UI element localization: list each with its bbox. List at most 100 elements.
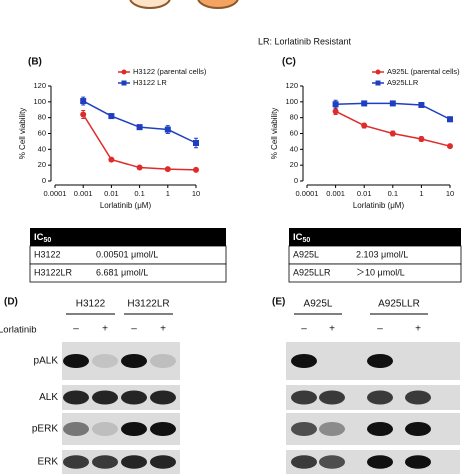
y-tick-label: 60 (290, 128, 298, 137)
band (63, 390, 89, 405)
sign: – (377, 324, 383, 335)
band (291, 390, 317, 405)
table-cell: 2.103 μmol/L (356, 249, 408, 259)
table-row (29, 263, 227, 283)
band (92, 354, 118, 368)
y-tick-label: 0 (42, 176, 46, 185)
panel-label: (E) (272, 297, 285, 308)
top-note: LR: Lorlatinib Resistant (258, 36, 352, 46)
table-header-text: IC50 (34, 232, 51, 244)
header-sub: 50 (303, 237, 311, 244)
band (405, 422, 431, 436)
sign: – (131, 324, 137, 335)
y-tick-label: 40 (290, 144, 298, 153)
band (319, 422, 345, 436)
band (367, 390, 393, 405)
marker (389, 130, 396, 137)
table-cell: H3122LR (34, 267, 73, 277)
y-tick-label: 120 (285, 81, 298, 90)
band (63, 455, 89, 469)
band (150, 354, 176, 368)
sign: + (329, 324, 335, 335)
legend-label: A925L (parental cells) (387, 67, 460, 76)
y-axis-label: % Cell viability (270, 108, 279, 160)
table-row (288, 263, 462, 283)
x-axis-label: Lorlatinib (μM) (353, 201, 405, 210)
sign: + (160, 324, 166, 335)
row-label: pERK (32, 424, 58, 435)
table-cell: 0.00501 μmol/L (96, 249, 158, 259)
x-tick-label: 10 (192, 189, 200, 198)
band (367, 354, 393, 368)
band (92, 455, 118, 469)
legend-label: H3122 LR (133, 78, 167, 87)
marker (447, 116, 453, 123)
band (319, 455, 345, 469)
band (150, 422, 176, 436)
series-line (82, 100, 197, 144)
band (367, 455, 393, 469)
band (319, 390, 345, 405)
group-label: H3122LR (127, 299, 169, 310)
marker (164, 166, 171, 173)
dish-icon (197, 0, 239, 9)
x-tick-label: 0.1 (388, 189, 398, 198)
y-tick-label: 80 (290, 113, 298, 122)
x-tick-label: 10 (446, 189, 454, 198)
legend-marker (375, 69, 381, 75)
table-header (289, 228, 461, 246)
band (63, 354, 89, 368)
table-cell: ＞10 μmol/L (356, 267, 405, 277)
y-tick-label: 120 (33, 81, 46, 90)
header-main: IC (293, 232, 303, 243)
y-tick-label: 100 (285, 97, 298, 106)
series-line (335, 110, 451, 147)
marker (389, 100, 396, 107)
y-tick-label: 40 (38, 144, 46, 153)
panel-label: (C) (282, 57, 296, 68)
marker (108, 156, 115, 163)
x-tick-label: 0.1 (134, 189, 144, 198)
header-main: IC (34, 232, 44, 243)
group-label: H3122 (76, 299, 106, 310)
band (291, 455, 317, 469)
y-tick-label: 20 (38, 160, 46, 169)
header-sub: 50 (44, 237, 52, 244)
marker (108, 113, 115, 120)
y-tick-label: 100 (33, 97, 46, 106)
x-tick-label: 1 (419, 189, 423, 198)
band (121, 422, 147, 436)
band (121, 455, 147, 469)
legend-marker (375, 80, 381, 86)
band (92, 422, 118, 436)
marker (418, 136, 425, 143)
panel-label: (D) (4, 297, 18, 308)
marker (164, 126, 171, 133)
row-label: ERK (37, 457, 58, 468)
x-tick-label: 0.001 (74, 189, 93, 198)
band (405, 390, 431, 405)
legend-marker (121, 80, 127, 86)
band (121, 390, 147, 405)
x-tick-label: 0.0001 (296, 189, 319, 198)
row-label: ALK (39, 392, 58, 403)
legend-label: H3122 (parental cells) (133, 67, 207, 76)
marker (136, 164, 143, 171)
panel-label: (B) (28, 57, 42, 68)
band (150, 455, 176, 469)
marker (447, 143, 453, 150)
table-cell: 6.681 μmol/L (96, 267, 148, 277)
marker (193, 166, 199, 173)
group-label: A925LLR (378, 299, 420, 310)
legend-label: A925LLR (387, 78, 419, 87)
x-tick-label: 0.0001 (44, 189, 67, 198)
sign: + (415, 324, 421, 335)
series-line (82, 114, 197, 171)
table-cell: A925LLR (293, 267, 331, 277)
band (121, 354, 147, 368)
band (150, 390, 176, 405)
row-label: pALK (34, 356, 59, 367)
marker (80, 98, 87, 105)
legend-marker (121, 69, 127, 75)
